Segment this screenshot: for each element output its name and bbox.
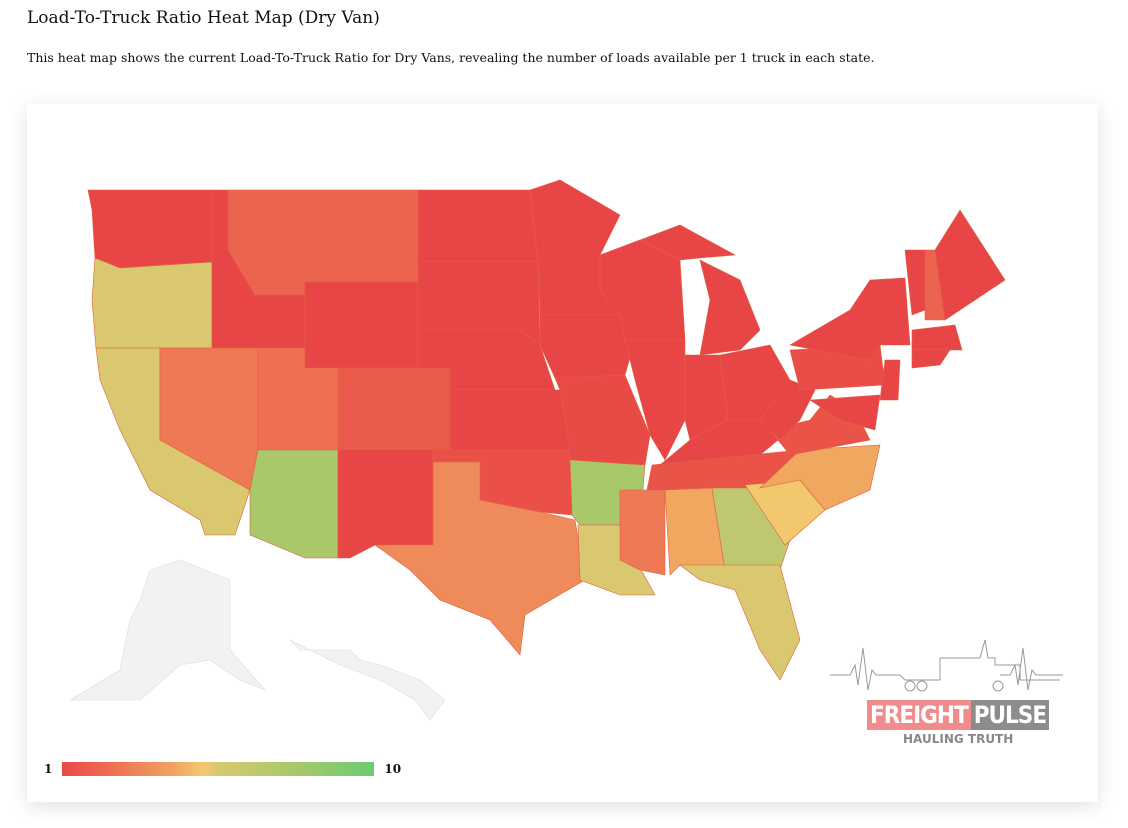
state-ma[interactable] <box>911 324 963 351</box>
page-title: Load-To-Truck Ratio Heat Map (Dry Van) <box>27 8 380 28</box>
color-legend: 1 10 <box>44 762 401 776</box>
state-nj[interactable] <box>879 359 901 401</box>
state-mt[interactable] <box>227 189 419 296</box>
state-fl[interactable] <box>679 564 801 681</box>
state-ct[interactable] <box>911 349 951 369</box>
page-description: This heat map shows the current Load-To-… <box>27 50 875 65</box>
state-ak[interactable] <box>68 559 266 701</box>
state-nd[interactable] <box>417 189 539 263</box>
state-wa[interactable] <box>87 189 213 269</box>
state-md[interactable] <box>809 394 881 431</box>
state-tx[interactable] <box>374 461 586 656</box>
state-mi[interactable] <box>699 259 761 356</box>
state-az[interactable] <box>249 449 339 559</box>
state-me[interactable] <box>934 209 1006 321</box>
truck-pulse-icon <box>830 639 1063 692</box>
logo-word-freight: FREIGHT <box>867 700 971 730</box>
legend-max: 10 <box>384 762 402 776</box>
state-il[interactable] <box>624 339 686 461</box>
state-wy[interactable] <box>304 281 419 369</box>
legend-gradient-bar <box>62 762 375 776</box>
state-hi[interactable] <box>289 639 446 721</box>
state-nm[interactable] <box>337 449 434 559</box>
state-co[interactable] <box>337 367 451 451</box>
logo-tagline: HAULING TRUTH <box>903 732 1014 746</box>
state-wv[interactable] <box>759 379 816 441</box>
state-ia[interactable] <box>539 314 636 379</box>
state-ms[interactable] <box>619 489 666 576</box>
state-or[interactable] <box>91 257 213 349</box>
state-ny[interactable] <box>789 277 911 361</box>
state-mi-up[interactable] <box>639 224 737 261</box>
state-vt[interactable] <box>904 249 926 316</box>
state-ks[interactable] <box>449 389 571 451</box>
freight-pulse-logo: FREIGHT PULSE HAULING TRUTH <box>830 639 1065 755</box>
logo-word-pulse: PULSE <box>970 700 1050 730</box>
legend-min: 1 <box>44 762 53 776</box>
